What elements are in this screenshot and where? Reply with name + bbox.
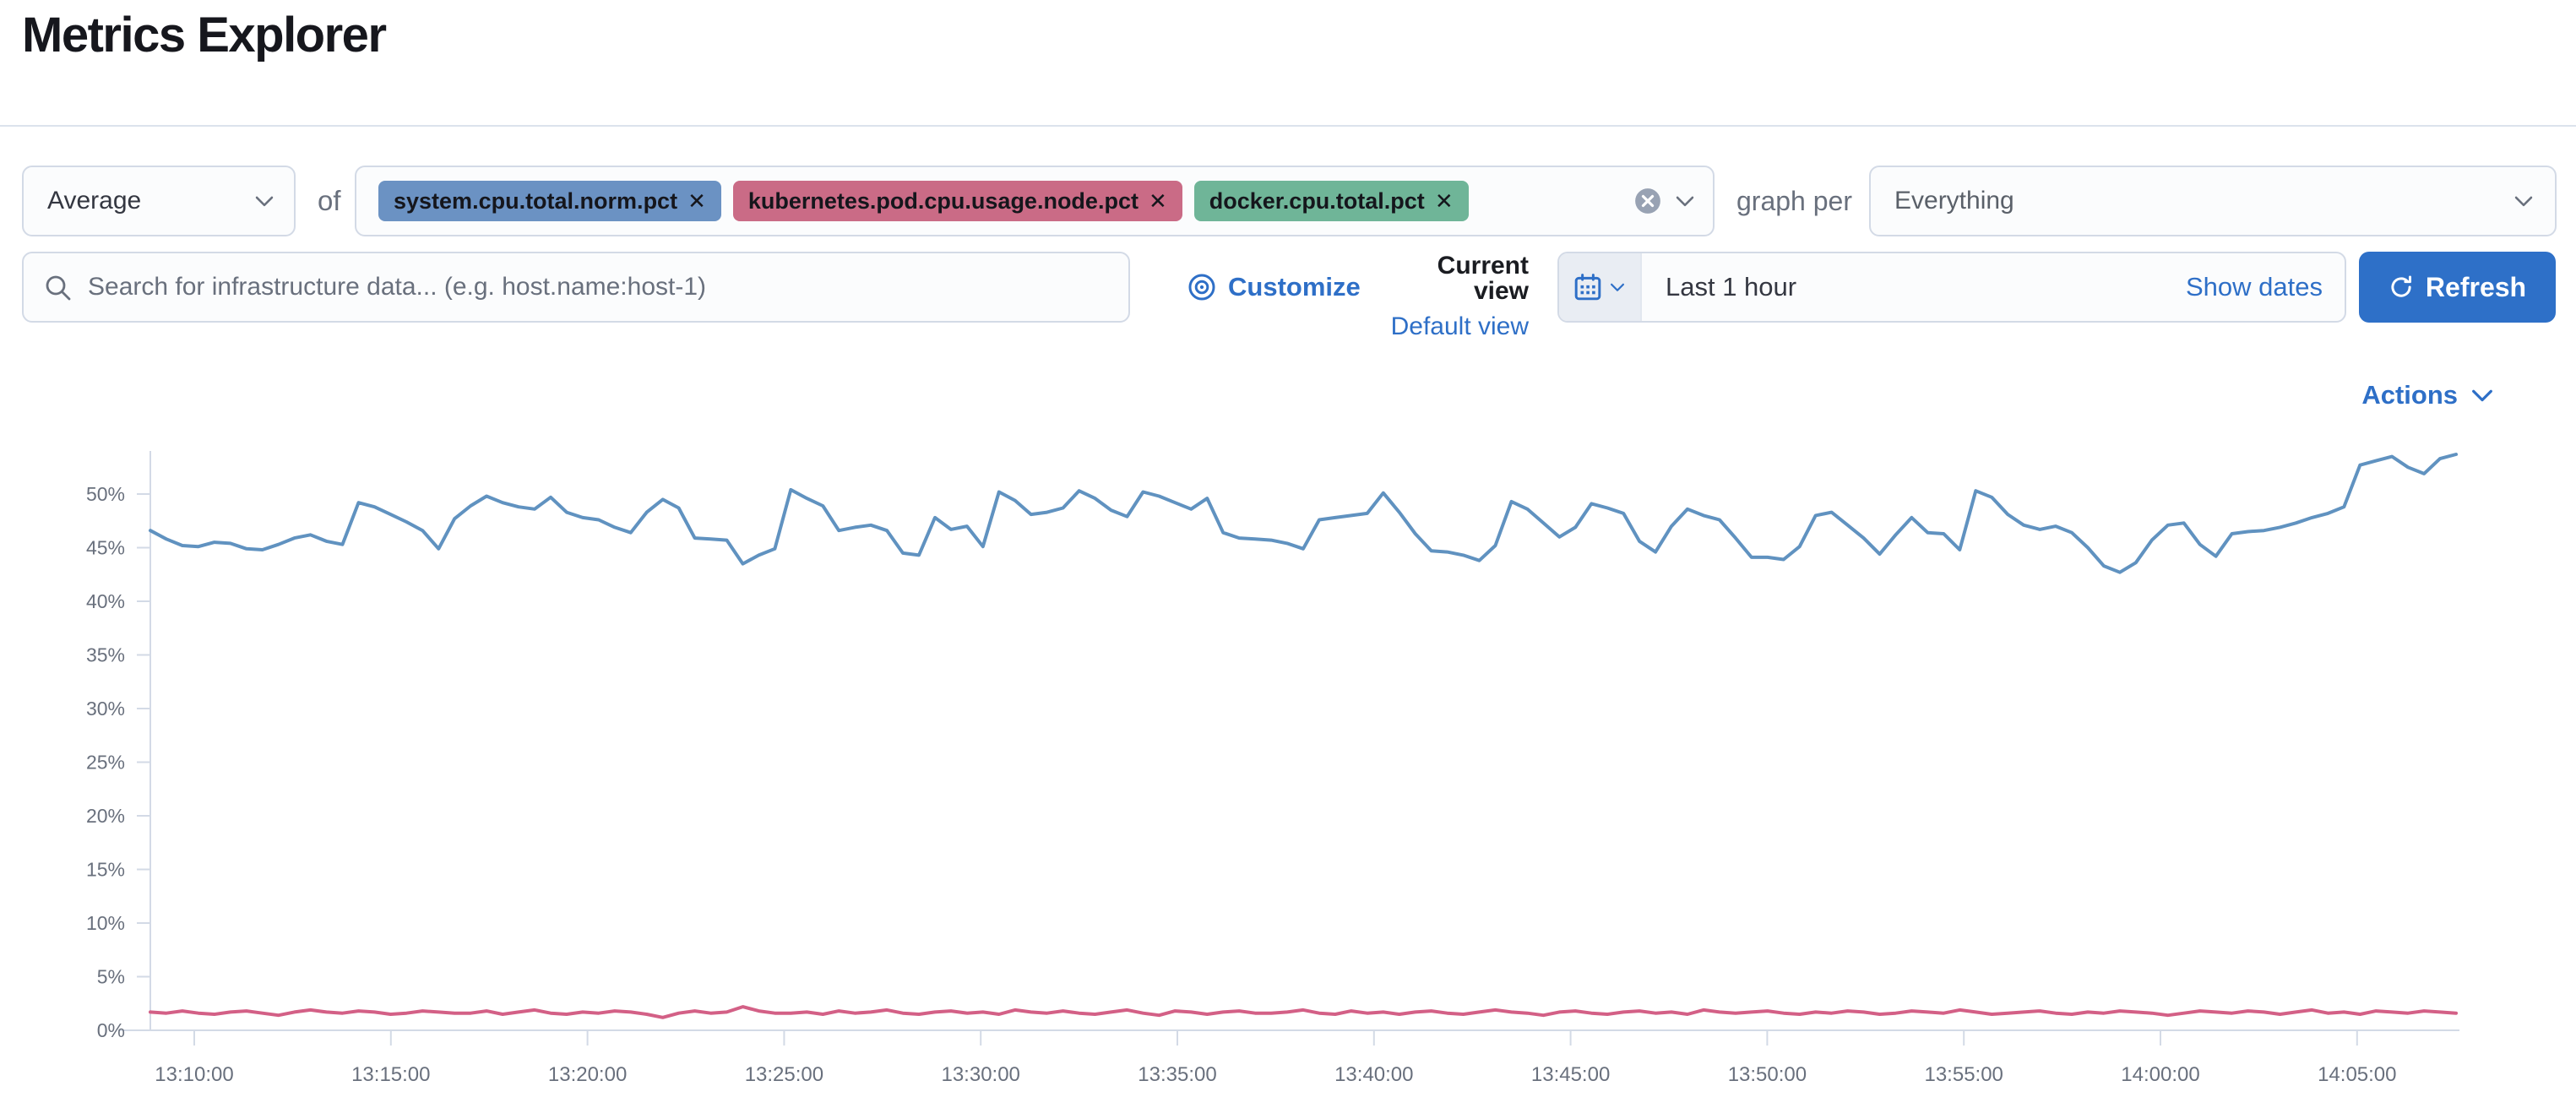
customize-button[interactable]: Customize bbox=[1187, 252, 1361, 323]
y-axis-tick-label: 25% bbox=[86, 752, 125, 774]
refresh-label: Refresh bbox=[2425, 271, 2527, 302]
chevron-down-icon[interactable] bbox=[1674, 190, 1696, 212]
metric-pill-label: kubernetes.pod.cpu.usage.node.pct bbox=[747, 187, 1139, 214]
metric-pill-system-cpu[interactable]: system.cpu.total.norm.pct ✕ bbox=[378, 181, 721, 221]
actions-label: Actions bbox=[2361, 380, 2458, 410]
customize-label: Customize bbox=[1228, 272, 1361, 301]
x-axis-tick-label: 14:05:00 bbox=[2318, 1063, 2396, 1086]
x-axis-tick-label: 13:10:00 bbox=[155, 1063, 233, 1086]
view-name-link[interactable]: Default view bbox=[1390, 312, 1529, 340]
clear-all-metrics-button[interactable] bbox=[1633, 187, 1662, 215]
remove-metric-icon[interactable]: ✕ bbox=[1148, 187, 1167, 214]
y-axis-tick-label: 0% bbox=[97, 1019, 125, 1041]
actions-menu-button[interactable]: Actions bbox=[2361, 380, 2495, 410]
remove-metric-icon[interactable]: ✕ bbox=[687, 187, 706, 214]
y-axis-tick-label: 20% bbox=[86, 805, 125, 827]
search-icon bbox=[44, 274, 71, 301]
x-axis-tick-label: 13:35:00 bbox=[1138, 1063, 1216, 1086]
y-axis-tick-label: 15% bbox=[86, 859, 125, 881]
metric-pill-docker-cpu[interactable]: docker.cpu.total.pct ✕ bbox=[1193, 181, 1469, 221]
x-axis-tick-label: 14:00:00 bbox=[2121, 1063, 2199, 1086]
x-axis-tick-label: 13:30:00 bbox=[941, 1063, 1019, 1086]
calendar-icon bbox=[1573, 273, 1602, 301]
aggregation-value: Average bbox=[47, 187, 142, 215]
refresh-button[interactable]: Refresh bbox=[2359, 252, 2556, 323]
metric-pill-label: system.cpu.total.norm.pct bbox=[394, 187, 678, 214]
y-axis-tick-label: 50% bbox=[86, 483, 125, 505]
x-axis-tick-label: 13:45:00 bbox=[1531, 1063, 1610, 1086]
remove-metric-icon[interactable]: ✕ bbox=[1434, 187, 1454, 214]
y-axis-tick-label: 5% bbox=[97, 966, 125, 988]
y-axis-tick-label: 35% bbox=[86, 644, 125, 666]
time-range-value[interactable]: Last 1 hour bbox=[1666, 272, 1797, 301]
metric-pill-label: docker.cpu.total.pct bbox=[1209, 187, 1425, 214]
show-dates-button[interactable]: Show dates bbox=[2186, 272, 2323, 301]
aggregation-select[interactable]: Average bbox=[22, 166, 296, 236]
view-selector: Current view Default view bbox=[1377, 253, 1529, 339]
y-axis-tick-label: 45% bbox=[86, 537, 125, 559]
y-axis-tick-label: 10% bbox=[86, 912, 125, 934]
chevron-down-icon bbox=[253, 190, 275, 212]
chevron-down-icon bbox=[2470, 383, 2495, 408]
x-axis-tick-label: 13:20:00 bbox=[548, 1063, 627, 1086]
current-view-label: Current view bbox=[1437, 252, 1529, 305]
metric-pill-kubernetes-pod-cpu[interactable]: kubernetes.pod.cpu.usage.node.pct ✕ bbox=[732, 181, 1182, 221]
graph-per-select[interactable]: Everything bbox=[1869, 166, 2557, 236]
x-axis-tick-label: 13:15:00 bbox=[351, 1063, 430, 1086]
header-divider bbox=[0, 125, 2576, 127]
series-line-0 bbox=[149, 453, 2458, 574]
series-line-1 bbox=[149, 1005, 2458, 1019]
x-axis-tick-label: 13:25:00 bbox=[745, 1063, 823, 1086]
chevron-down-icon bbox=[1609, 279, 1626, 296]
page-title: Metrics Explorer bbox=[22, 8, 387, 62]
graph-per-label: graph per bbox=[1736, 185, 1852, 216]
date-range-picker: Last 1 hour Show dates bbox=[1557, 252, 2346, 323]
chevron-down-icon bbox=[2513, 190, 2535, 212]
y-axis-tick-label: 40% bbox=[86, 590, 125, 612]
graph-per-value: Everything bbox=[1894, 187, 2014, 215]
x-axis-tick-label: 13:55:00 bbox=[1924, 1063, 2003, 1086]
date-picker-quick-menu-button[interactable] bbox=[1559, 253, 1642, 321]
of-label: of bbox=[318, 185, 341, 216]
x-axis-tick-label: 13:50:00 bbox=[1728, 1063, 1807, 1086]
refresh-icon bbox=[2389, 274, 2414, 300]
search-input[interactable] bbox=[86, 272, 1108, 302]
search-field[interactable] bbox=[22, 252, 1130, 323]
metric-combo-box[interactable]: system.cpu.total.norm.pct ✕ kubernetes.p… bbox=[355, 166, 1715, 236]
eye-icon bbox=[1187, 273, 1216, 301]
y-axis-tick-label: 30% bbox=[86, 698, 125, 720]
x-axis-tick-label: 13:40:00 bbox=[1334, 1063, 1413, 1086]
